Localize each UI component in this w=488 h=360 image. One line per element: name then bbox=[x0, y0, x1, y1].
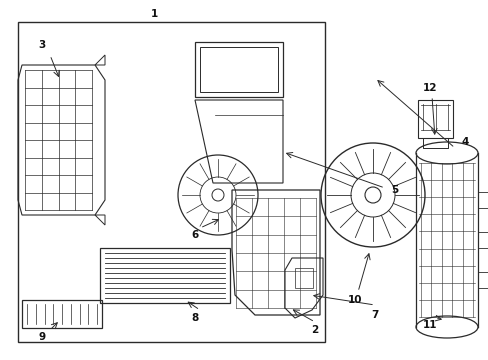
Text: 6: 6 bbox=[191, 230, 198, 240]
Bar bbox=[100, 248, 229, 303]
Text: 9: 9 bbox=[39, 332, 45, 342]
Bar bbox=[195, 42, 283, 97]
Circle shape bbox=[364, 187, 380, 203]
Text: 11: 11 bbox=[422, 320, 436, 330]
Text: 10: 10 bbox=[347, 295, 362, 305]
Bar bbox=[417, 100, 452, 138]
Text: 12: 12 bbox=[422, 83, 436, 93]
Bar bbox=[477, 192, 487, 208]
Bar bbox=[18, 22, 325, 342]
Text: 3: 3 bbox=[38, 40, 45, 50]
Text: 5: 5 bbox=[390, 185, 398, 195]
Text: 4: 4 bbox=[460, 137, 468, 147]
Bar bbox=[294, 268, 312, 288]
Text: 2: 2 bbox=[311, 325, 318, 335]
Text: 1: 1 bbox=[150, 9, 157, 19]
Bar bbox=[477, 232, 487, 248]
Bar bbox=[477, 272, 487, 288]
Bar bbox=[200, 47, 278, 92]
Bar bbox=[22, 300, 102, 328]
Circle shape bbox=[212, 189, 224, 201]
Text: 8: 8 bbox=[191, 313, 198, 323]
Text: 7: 7 bbox=[370, 310, 378, 320]
